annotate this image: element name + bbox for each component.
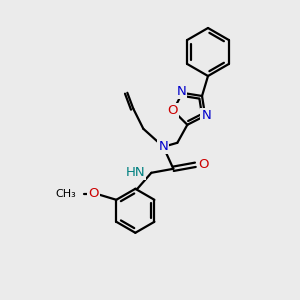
Text: CH₃: CH₃ <box>56 189 76 199</box>
Text: O: O <box>198 158 208 171</box>
Text: HN: HN <box>126 166 145 179</box>
Text: N: N <box>158 140 168 153</box>
Text: O: O <box>88 187 98 200</box>
Text: N: N <box>176 85 186 98</box>
Text: O: O <box>167 104 178 117</box>
Text: N: N <box>201 109 211 122</box>
